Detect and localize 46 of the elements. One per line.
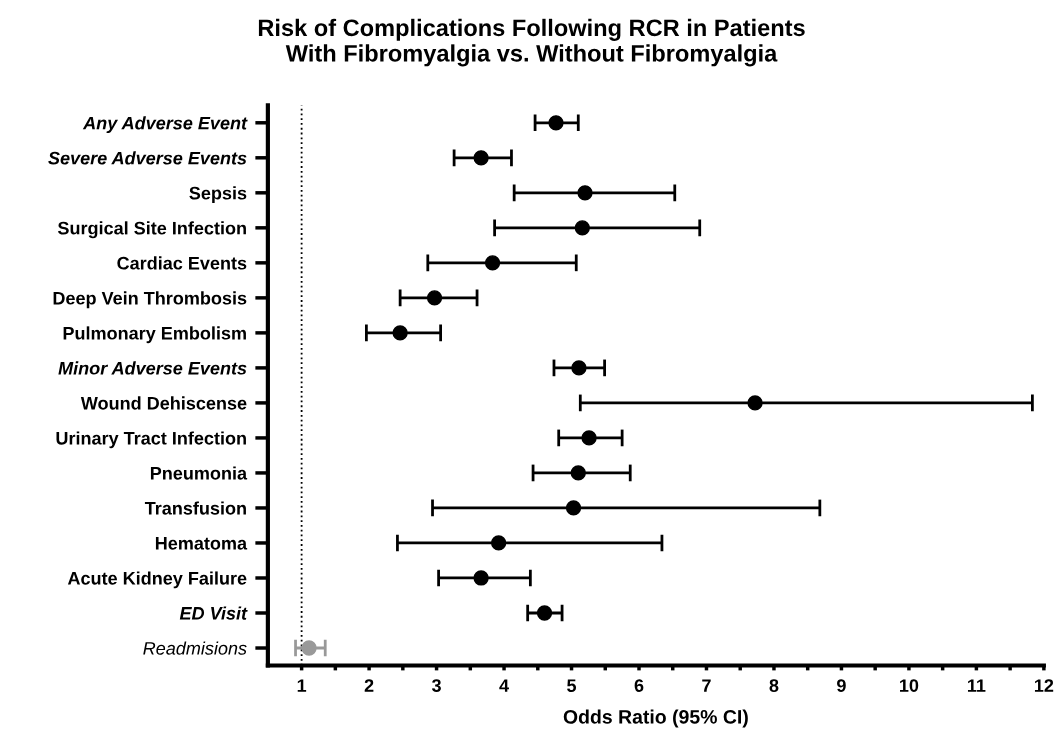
point [570,465,586,481]
x-tick-label: 6 [634,679,644,692]
y-tick-label: Wound Dehiscense [80,396,247,410]
point [491,535,507,551]
y-tick-label: Minor Adverse Events [58,361,247,375]
y-tick-label: Urinary Tract Infection [56,431,246,449]
x-tick-label: 4 [499,679,509,692]
y-tick-label: Pneumonia [150,466,248,480]
point [473,150,489,166]
y-tick-label: Any Adverse Event [82,116,248,134]
x-tick-label: 2 [364,679,374,692]
x-tick-label: 11 [967,679,986,692]
x-tick-label: 5 [567,679,577,692]
chart-title: Risk of Complications Following RCR in Patients With Fibromyalgia vs. Without Fibromyalgia [258,18,805,67]
x-tick-label: 7 [702,679,711,692]
y-tick-label: Readmisions [143,641,247,655]
point [577,185,593,201]
point [574,220,590,236]
y-tick-label: Cardiac Events [117,256,247,270]
point [548,115,564,131]
x-tick-label: 12 [1034,679,1054,692]
point [747,395,763,411]
x-tick-label: 8 [769,679,779,692]
point [301,640,317,656]
y-tick-label: Severe Adverse Events [48,151,247,165]
y-tick-label: Hematoma [155,537,248,550]
y-tick-label: Acute Kidney Failure [67,571,247,589]
point [536,605,553,621]
point [426,290,443,306]
x-axis-title: Odds Ratio (95% CI) [563,709,748,728]
x-tick-label: 10 [900,679,919,692]
point [473,570,489,586]
point [581,430,597,446]
y-tick-label: Surgical Site Infection [57,221,246,239]
y-tick-label: Pulmonary Embolism [63,326,246,344]
x-tick-label: 9 [837,679,846,692]
y-tick-label: Sepsis [189,186,247,204]
point [565,500,582,516]
y-tick-label: ED Visit [179,606,248,620]
x-tick-label: 1 [297,679,307,692]
point [392,325,408,341]
point [484,255,501,271]
y-tick-label: Deep Vein Thrombosis [53,291,247,309]
y-tick-label: Transfusion [144,501,246,515]
point [571,360,587,376]
x-tick-label: 3 [431,679,441,692]
